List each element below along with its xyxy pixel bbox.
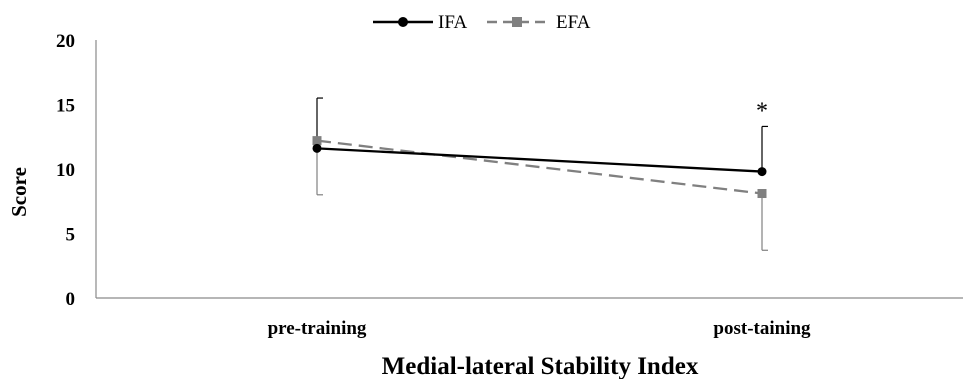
legend: IFA EFA (373, 12, 591, 33)
y-tick-label-15: 15 (56, 96, 75, 117)
legend-item-ifa: IFA (373, 12, 467, 33)
y-tick-label-10: 10 (56, 160, 75, 181)
legend-ifa-label: IFA (438, 12, 467, 33)
data-point-efa-1 (757, 189, 767, 199)
significance-asterisk: * (756, 98, 768, 124)
y-tick-labels: 0 5 10 15 20 (56, 31, 75, 310)
x-tick-label-post-training: post-taining (713, 318, 811, 339)
x-tick-label-pre-training: pre-training (268, 318, 367, 339)
data-point-ifa-1 (757, 167, 767, 177)
legend-efa-label: EFA (556, 12, 591, 33)
series-line-ifa (316, 147, 763, 173)
y-tick-label-0: 0 (66, 289, 76, 310)
legend-efa-marker (512, 17, 522, 27)
data-point-ifa-0 (312, 143, 322, 153)
y-axis-title: Score (7, 167, 31, 217)
y-tick-label-5: 5 (66, 225, 76, 246)
y-tick-label-20: 20 (56, 31, 75, 52)
data-point-efa-0 (312, 136, 322, 146)
legend-item-efa: EFA (487, 12, 591, 33)
plot-area (312, 97, 768, 251)
series-line-efa (316, 139, 763, 195)
legend-ifa-marker (398, 17, 408, 27)
x-axis-title: Medial-lateral Stability Index (382, 353, 699, 379)
